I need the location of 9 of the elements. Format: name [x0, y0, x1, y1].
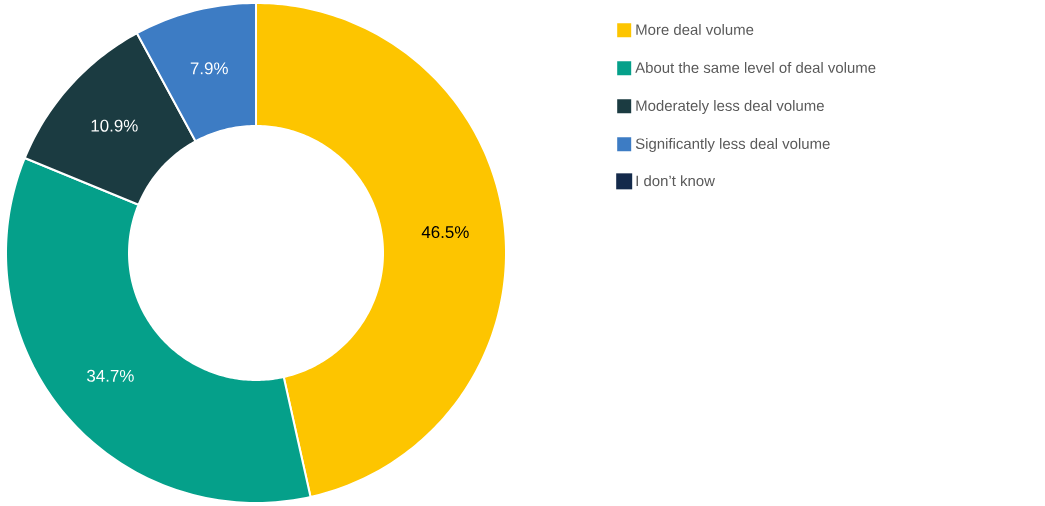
- data-label: 10.9%: [91, 119, 138, 132]
- legend-label: More deal volume: [636, 24, 754, 35]
- data-label: 46.5%: [421, 226, 469, 239]
- legend-label: Significantly less deal volume: [635, 138, 830, 152]
- legend-label: About the same level of deal volume: [635, 62, 876, 73]
- data-label: 7.9%: [190, 62, 228, 75]
- legend-label: I don’t know: [636, 175, 715, 187]
- legend-label: Moderately less deal volume: [636, 100, 824, 114]
- data-label: 34.7%: [87, 369, 134, 382]
